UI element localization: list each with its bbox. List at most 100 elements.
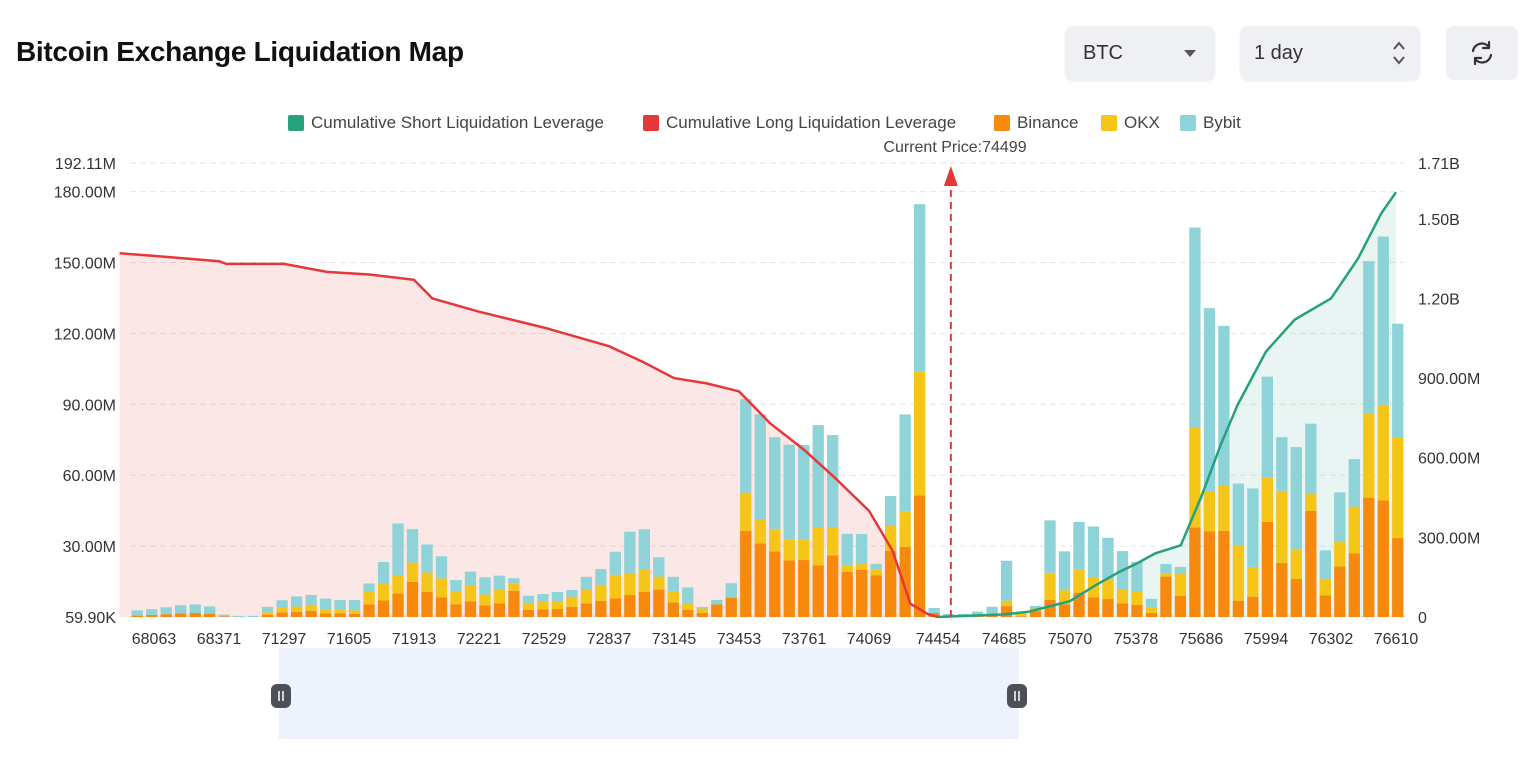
bar-bybit bbox=[1377, 236, 1389, 405]
bar-binance bbox=[885, 550, 897, 617]
bar-binance bbox=[508, 590, 520, 617]
bar-binance bbox=[667, 602, 679, 617]
legend-label[interactable]: Cumulative Long Liquidation Leverage bbox=[666, 113, 956, 132]
bar-binance bbox=[682, 609, 694, 617]
bar-okx bbox=[783, 539, 795, 561]
bar-bybit bbox=[1305, 423, 1317, 495]
x-axis-tick-label: 74069 bbox=[847, 631, 892, 648]
bar-bybit bbox=[870, 563, 882, 570]
bar-bybit bbox=[971, 611, 984, 615]
legend-label[interactable]: OKX bbox=[1124, 113, 1160, 132]
x-axis-tick-label: 73761 bbox=[782, 631, 827, 648]
bar-binance bbox=[160, 614, 172, 617]
right-axis-tick-label: 0 bbox=[1418, 610, 1427, 627]
legend-swatch[interactable] bbox=[288, 115, 304, 131]
bar-bybit bbox=[566, 590, 578, 597]
bar-okx bbox=[1203, 491, 1216, 532]
bar-bybit bbox=[189, 604, 201, 613]
bar-okx bbox=[421, 572, 433, 592]
bar-bybit bbox=[624, 531, 636, 574]
zoom-handle-right[interactable] bbox=[1007, 684, 1027, 708]
x-axis-tick-label: 76302 bbox=[1309, 631, 1354, 648]
bar-binance bbox=[624, 595, 636, 617]
bar-binance bbox=[146, 614, 158, 617]
bar-okx bbox=[798, 539, 810, 561]
bar-bybit bbox=[1058, 551, 1071, 591]
bar-bybit bbox=[928, 608, 940, 613]
bar-binance bbox=[1334, 566, 1346, 617]
legend-swatch[interactable] bbox=[1101, 115, 1117, 131]
bar-bybit bbox=[319, 598, 332, 610]
bar-bybit bbox=[1290, 447, 1302, 550]
bar-bybit bbox=[1000, 560, 1013, 601]
bar-okx bbox=[319, 609, 332, 614]
bar-binance bbox=[131, 615, 143, 617]
bar-bybit bbox=[1218, 325, 1230, 486]
x-axis-tick-label: 75378 bbox=[1114, 631, 1159, 648]
range-select-value: 1 day bbox=[1254, 41, 1303, 64]
bar-binance bbox=[1000, 606, 1013, 617]
bar-bybit bbox=[885, 496, 897, 527]
bar-bybit bbox=[696, 607, 708, 609]
liquidation-chart: 59.90K 30.00M 60.00M 90.00M 120.00M 150.00M 18… bbox=[54, 113, 1480, 739]
bar-okx bbox=[276, 607, 288, 613]
legend-label[interactable]: Binance bbox=[1017, 113, 1078, 132]
legend-swatch[interactable] bbox=[994, 115, 1010, 131]
legend-label[interactable]: Cumulative Short Liquidation Leverage bbox=[311, 113, 604, 132]
left-axis-tick-label: 120.00M bbox=[54, 326, 116, 343]
zoom-range-window[interactable] bbox=[279, 648, 1019, 739]
bar-bybit bbox=[986, 606, 998, 614]
bar-bybit bbox=[899, 414, 911, 512]
bar-okx bbox=[1145, 606, 1158, 613]
bar-okx bbox=[1102, 578, 1114, 600]
bar-binance bbox=[1261, 521, 1274, 617]
bar-binance bbox=[1029, 611, 1042, 617]
x-axis-tick-label: 73145 bbox=[652, 631, 697, 648]
page-title: Bitcoin Exchange Liquidation Map bbox=[16, 36, 464, 67]
bar-binance bbox=[595, 600, 607, 617]
bar-binance bbox=[798, 560, 810, 617]
bar-binance bbox=[754, 543, 766, 617]
range-select[interactable]: 1 day bbox=[1240, 26, 1420, 80]
zoom-handle-left[interactable] bbox=[271, 684, 291, 708]
refresh-button[interactable] bbox=[1446, 26, 1518, 80]
bar-okx bbox=[1189, 427, 1201, 528]
bar-bybit bbox=[435, 556, 448, 579]
bar-okx bbox=[1160, 573, 1172, 577]
bar-okx bbox=[899, 511, 911, 547]
bar-okx bbox=[913, 371, 926, 496]
bar-okx bbox=[1044, 572, 1056, 600]
bar-okx bbox=[406, 562, 419, 583]
bar-binance bbox=[913, 495, 926, 617]
bar-okx bbox=[696, 608, 708, 613]
bar-okx bbox=[841, 565, 853, 572]
bar-okx bbox=[464, 585, 477, 602]
bar-bybit bbox=[131, 610, 143, 616]
bar-binance bbox=[522, 609, 535, 617]
bar-okx bbox=[638, 569, 650, 592]
left-axis-tick-label: 180.00M bbox=[54, 185, 116, 202]
bar-bybit bbox=[638, 529, 650, 570]
legend-swatch[interactable] bbox=[1180, 115, 1196, 131]
coin-select-value: BTC bbox=[1083, 41, 1123, 64]
bar-bybit bbox=[856, 534, 868, 565]
bar-bybit bbox=[653, 557, 665, 577]
bar-bybit bbox=[769, 437, 781, 529]
bar-okx bbox=[885, 526, 897, 551]
bar-binance bbox=[1015, 616, 1027, 617]
legend-label[interactable]: Bybit bbox=[1203, 113, 1241, 132]
long-liquidation-area bbox=[119, 253, 938, 617]
bar-binance bbox=[464, 601, 477, 617]
bar-binance bbox=[204, 613, 216, 617]
bar-okx bbox=[624, 573, 636, 596]
legend-swatch[interactable] bbox=[643, 115, 659, 131]
bar-binance bbox=[566, 606, 578, 617]
bar-bybit bbox=[1131, 561, 1143, 592]
bar-okx bbox=[1319, 578, 1331, 596]
bar-bybit bbox=[783, 444, 795, 540]
bar-bybit bbox=[1392, 323, 1404, 438]
x-axis-tick-label: 74685 bbox=[982, 631, 1027, 648]
bar-okx bbox=[595, 584, 607, 601]
coin-select[interactable]: BTC bbox=[1065, 26, 1215, 80]
bar-binance bbox=[1131, 604, 1143, 617]
